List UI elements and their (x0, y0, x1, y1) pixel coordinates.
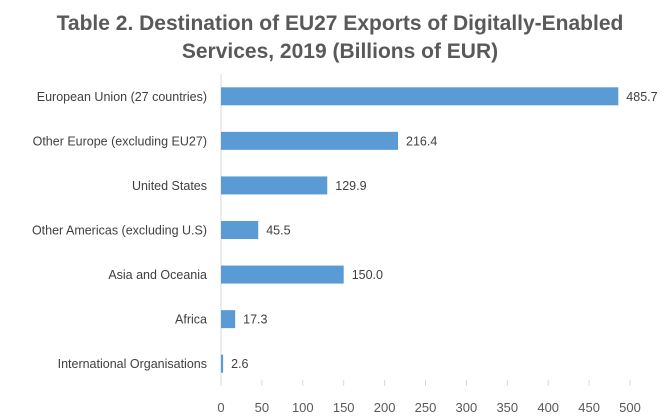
category-label: Asia and Oceania (108, 268, 207, 282)
x-tick-label: 450 (578, 400, 600, 415)
x-tick-label: 400 (537, 400, 559, 415)
x-tick-label: 250 (415, 400, 437, 415)
data-label: 129.9 (335, 179, 366, 193)
category-label: International Organisations (58, 357, 207, 371)
bar (221, 221, 259, 239)
category-label: United States (132, 179, 207, 193)
x-tick-label: 0 (217, 400, 224, 415)
data-label: 485.7 (626, 90, 657, 104)
category-label: European Union (27 countries) (37, 90, 207, 104)
bar (221, 176, 328, 195)
data-label: 45.5 (266, 224, 290, 238)
data-label: 2.6 (231, 357, 248, 371)
bar (221, 87, 619, 106)
category-label: Other Americas (excluding U.S) (32, 224, 207, 238)
x-tick-label: 150 (333, 400, 355, 415)
data-label: 216.4 (406, 134, 437, 148)
x-tick-label: 350 (496, 400, 518, 415)
x-tick-label: 500 (619, 400, 641, 415)
bar (221, 131, 399, 150)
bar (221, 310, 236, 329)
bar (221, 354, 224, 373)
x-tick-label: 100 (292, 400, 314, 415)
x-tick-label: 300 (456, 400, 478, 415)
data-label: 17.3 (243, 313, 267, 327)
chart-title-line-1: Table 2. Destination of EU27 Exports of … (57, 12, 624, 35)
x-tick-label: 50 (255, 400, 269, 415)
bar (221, 265, 344, 284)
category-label: Other Europe (excluding EU27) (33, 134, 207, 148)
data-label: 150.0 (352, 268, 383, 282)
chart-title-line-2: Services, 2019 (Billions of EUR) (182, 40, 498, 63)
x-tick-label: 200 (374, 400, 396, 415)
category-label: Africa (175, 313, 207, 327)
